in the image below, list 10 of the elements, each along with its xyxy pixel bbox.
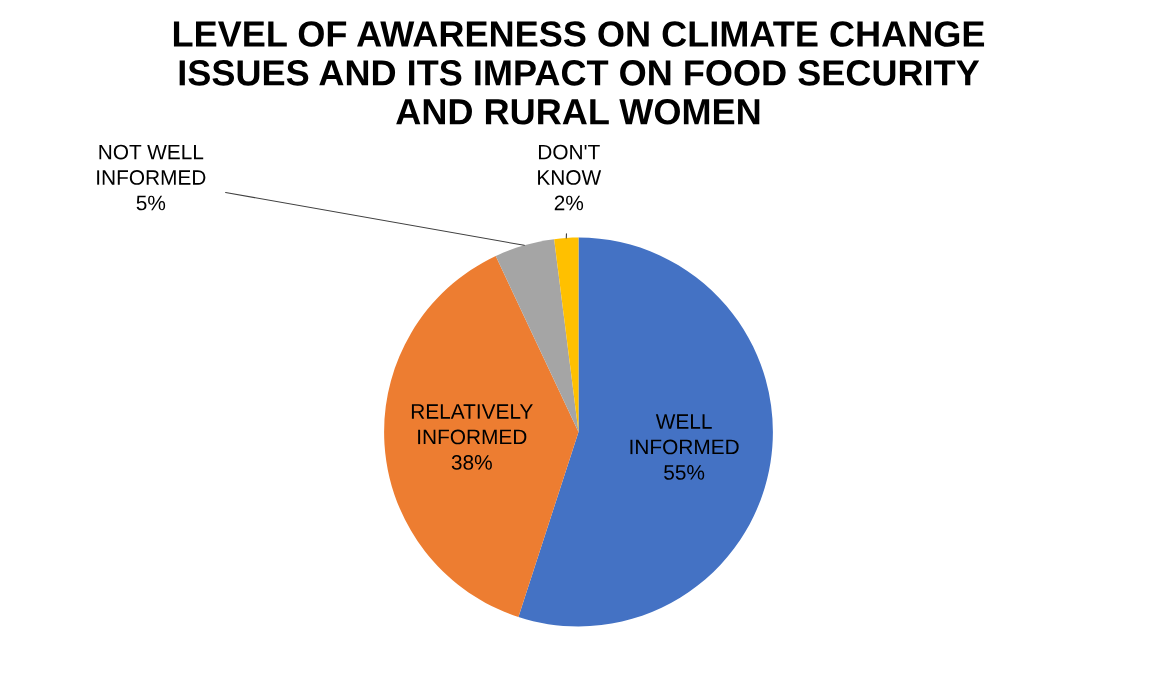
slice-label: DON'T KNOW bbox=[538, 144, 602, 185]
data-label: 55% bbox=[664, 465, 705, 480]
pie-slice bbox=[384, 256, 579, 617]
slice-label: NOT WELL INFORMED bbox=[97, 144, 206, 185]
data-label: 2% bbox=[554, 195, 584, 211]
data-label: 38% bbox=[451, 455, 492, 470]
chart-title: LEVEL OF AWARENESS ON CLIMATE CHANGE ISSUES AND ITS IMPACT ON FOOD SECURITY AND RURAL WOMEN bbox=[173, 21, 985, 125]
slice-label: RELATIVELY INFORMED bbox=[411, 404, 533, 445]
slice-label: WELL INFORMED bbox=[630, 414, 739, 455]
data-label: 5% bbox=[136, 195, 166, 211]
